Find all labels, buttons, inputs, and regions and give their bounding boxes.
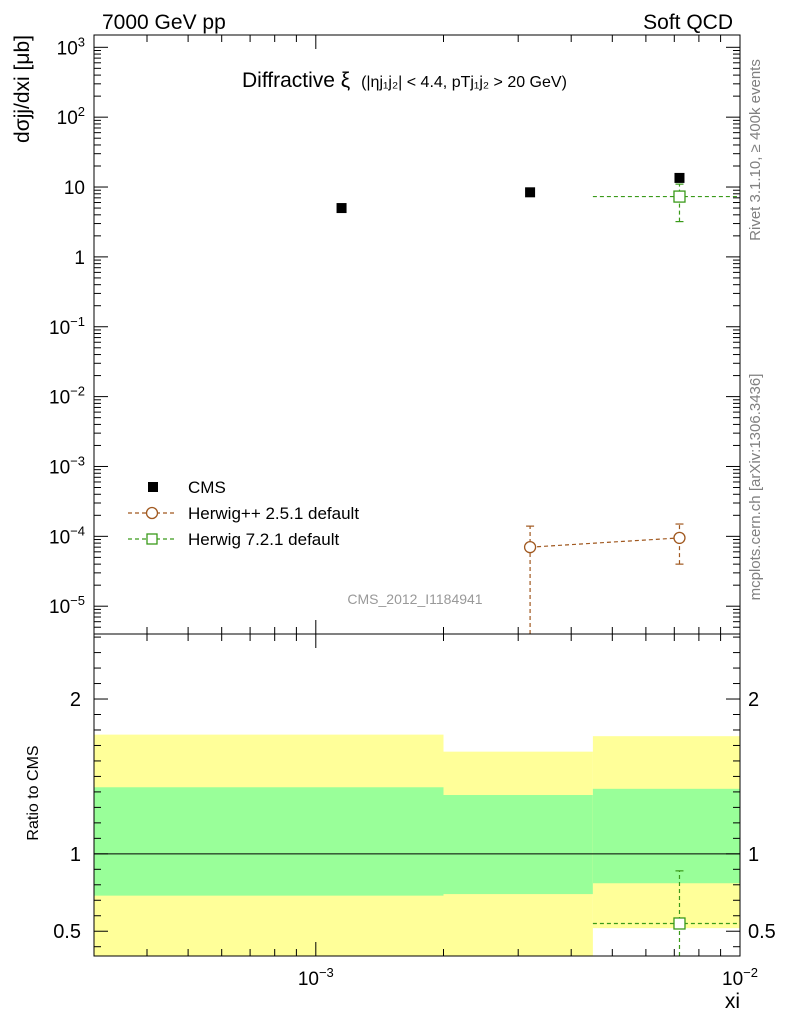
legend-label-cms: CMS: [188, 478, 226, 497]
main-y-tick-label: 10−2: [49, 384, 85, 409]
legend-item-cms: CMS: [148, 478, 226, 497]
main-y-tick-label: 1: [74, 248, 85, 269]
herwig-pp-line: [530, 537, 680, 548]
ratio-y-tick-label-right: 1: [748, 844, 759, 866]
legend-item-herwig7: Herwig 7.2.1 default: [128, 530, 339, 549]
mcplots-label: mcplots.cern.ch [arXiv:1306.3436]: [747, 374, 764, 601]
main-y-tick-label: 10−5: [49, 593, 85, 618]
ratio-y-axis-label: Ratio to CMS: [25, 745, 42, 840]
x-axis-label: xi: [725, 990, 740, 1013]
herwig-pp-data-point: [673, 531, 686, 545]
main-y-tick-label: 10−1: [49, 314, 85, 339]
main-y-tick-label: 10−3: [49, 453, 85, 478]
analysis-watermark: CMS_2012_I1184941: [347, 591, 482, 607]
ratio-axis-ticks: 2 2 1 1 0.5 0.5 10−3 10−2: [53, 634, 776, 990]
header-energy-label: 7000 GeV pp: [102, 11, 226, 34]
ratio-bands: [94, 734, 740, 956]
main-y-axis-label: dσjj/dxi [μb]: [11, 35, 34, 143]
cms-data-point: [674, 172, 685, 183]
chart-title: Diffractive ξ (|ηj₁j₂| < 4.4, pTj₁j₂ > 2…: [242, 69, 567, 92]
ratio-panel: 2 2 1 1 0.5 0.5 10−3 10−2 Ratio to CMS xi: [25, 633, 776, 1013]
chart-title-condition: (|ηj₁j₂| < 4.4, pTj₁j₂ > 20 GeV): [361, 74, 567, 91]
ratio-y-tick-label-left: 0.5: [53, 921, 81, 943]
cms-data-point: [336, 203, 347, 214]
ratio-herwig7-point: [673, 917, 686, 930]
ratio-inner-band: [443, 795, 593, 895]
ratio-y-tick-label-right: 2: [748, 689, 759, 711]
header-category-label: Soft QCD: [643, 11, 733, 34]
x-tick-label: 10−2: [722, 965, 758, 990]
ratio-inner-band: [94, 787, 444, 896]
main-y-tick-label: 10−4: [49, 523, 85, 548]
ratio-y-tick-label-right: 0.5: [748, 921, 776, 943]
main-y-tick-label: 103: [57, 34, 85, 59]
herwig-pp-data-point: [523, 541, 537, 554]
main-y-tick-label: 102: [57, 104, 85, 129]
ratio-y-tick-label-left: 2: [70, 689, 81, 711]
legend-label-herwig-pp: Herwig++ 2.5.1 default: [188, 504, 359, 523]
legend-item-herwig-pp: Herwig++ 2.5.1 default: [128, 504, 359, 523]
cms-data-point: [525, 187, 536, 198]
legend-marker-herwig-pp: [145, 506, 159, 520]
rivet-version-label: Rivet 3.1.10, ≥ 400k events: [747, 59, 764, 241]
legend-label-herwig7: Herwig 7.2.1 default: [188, 530, 339, 549]
x-tick-label: 10−3: [298, 965, 334, 990]
ratio-y-tick-label-left: 1: [70, 844, 81, 866]
herwig7-data-point: [673, 190, 686, 203]
legend: CMS Herwig++ 2.5.1 default Herwig 7.2.1 …: [128, 478, 359, 549]
main-y-tick-label: 10: [64, 178, 85, 199]
chart-title-main: Diffractive ξ: [242, 69, 350, 92]
legend-marker-herwig7: [146, 533, 158, 545]
ratio-inner-band: [592, 788, 740, 884]
legend-marker-cms: [148, 482, 158, 492]
ratio-panel-frame: [93, 633, 741, 957]
